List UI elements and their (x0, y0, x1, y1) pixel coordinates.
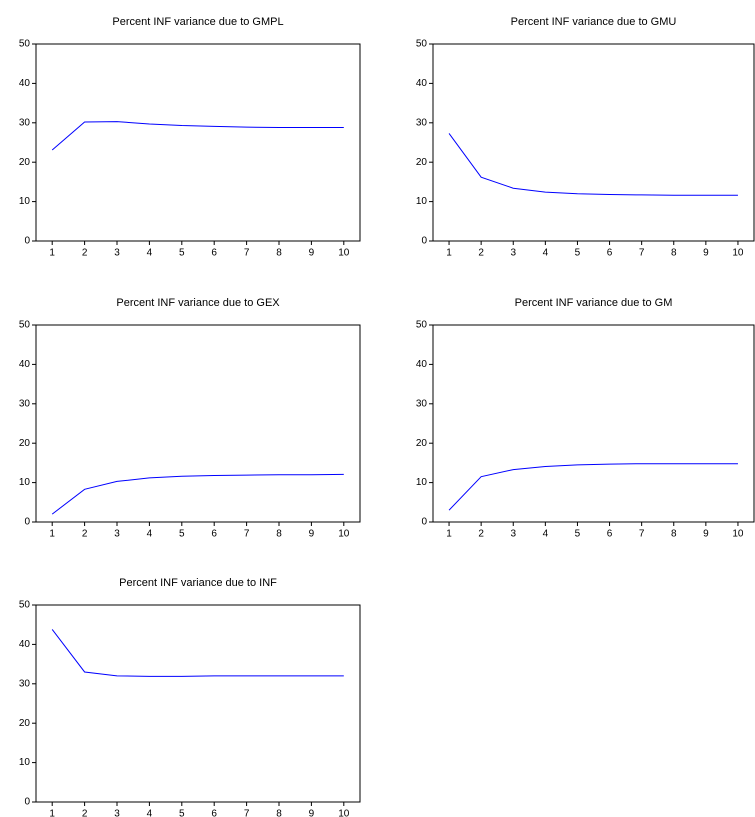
plot-frame (433, 325, 754, 522)
x-tick-label: 3 (114, 529, 120, 540)
x-tick-label: 9 (309, 529, 315, 540)
x-tick-label: 7 (639, 248, 645, 259)
chart-title: Percent INF variance due to GMU (511, 16, 677, 28)
x-tick-label: 2 (478, 529, 484, 540)
y-tick-label: 20 (416, 157, 428, 168)
data-line (449, 133, 738, 195)
y-tick-label: 30 (416, 117, 428, 128)
y-tick-label: 30 (19, 117, 31, 128)
x-tick-label: 5 (575, 248, 581, 259)
y-tick-label: 10 (416, 196, 428, 207)
data-line (52, 122, 344, 150)
x-tick-label: 4 (543, 248, 549, 259)
y-tick-label: 50 (416, 320, 428, 331)
y-tick-label: 0 (24, 797, 30, 808)
y-tick-label: 50 (19, 600, 31, 611)
x-tick-label: 5 (179, 248, 185, 259)
x-tick-label: 10 (732, 248, 744, 259)
y-tick-label: 0 (24, 517, 30, 528)
data-line (52, 474, 344, 514)
x-tick-label: 1 (446, 529, 452, 540)
x-tick-label: 4 (543, 529, 549, 540)
chart-grid: Percent INF variance due to GMPL01020304… (0, 0, 755, 817)
data-line (52, 629, 344, 676)
x-tick-label: 5 (179, 809, 185, 817)
x-tick-label: 2 (82, 529, 88, 540)
chart-title: Percent INF variance due to GM (515, 297, 673, 309)
y-tick-label: 20 (19, 718, 31, 729)
x-tick-label: 7 (244, 529, 250, 540)
x-tick-label: 7 (639, 529, 645, 540)
x-tick-label: 8 (671, 529, 677, 540)
x-tick-label: 10 (338, 248, 350, 259)
x-tick-label: 2 (478, 248, 484, 259)
y-tick-label: 10 (19, 196, 31, 207)
x-tick-label: 3 (510, 529, 516, 540)
x-tick-label: 1 (49, 248, 55, 259)
x-tick-label: 5 (575, 529, 581, 540)
plot-frame (36, 605, 360, 802)
data-line (449, 464, 738, 510)
y-tick-label: 0 (421, 517, 427, 528)
x-tick-label: 9 (703, 248, 709, 259)
x-tick-label: 3 (114, 809, 120, 817)
x-tick-label: 9 (309, 809, 315, 817)
x-tick-label: 1 (446, 248, 452, 259)
x-tick-label: 6 (607, 529, 613, 540)
x-tick-label: 1 (49, 529, 55, 540)
x-tick-label: 6 (211, 809, 217, 817)
x-tick-label: 5 (179, 529, 185, 540)
x-tick-label: 8 (276, 248, 282, 259)
chart-title: Percent INF variance due to GMPL (112, 16, 283, 28)
y-tick-label: 40 (19, 639, 31, 650)
y-tick-label: 20 (19, 438, 31, 449)
x-tick-label: 8 (276, 809, 282, 817)
x-tick-label: 1 (49, 809, 55, 817)
y-tick-label: 10 (416, 477, 428, 488)
chart-title: Percent INF variance due to INF (119, 577, 277, 589)
y-tick-label: 0 (421, 236, 427, 247)
y-tick-label: 10 (19, 757, 31, 768)
y-tick-label: 20 (416, 438, 428, 449)
x-tick-label: 2 (82, 248, 88, 259)
x-tick-label: 8 (276, 529, 282, 540)
x-tick-label: 6 (211, 248, 217, 259)
x-tick-label: 6 (211, 529, 217, 540)
x-tick-label: 2 (82, 809, 88, 817)
plot-frame (433, 44, 754, 241)
chart-title: Percent INF variance due to GEX (116, 297, 280, 309)
y-tick-label: 50 (19, 39, 31, 50)
plot-frame (36, 44, 360, 241)
x-tick-label: 4 (147, 809, 153, 817)
x-tick-label: 10 (732, 529, 744, 540)
y-tick-label: 30 (19, 398, 31, 409)
y-tick-label: 50 (19, 320, 31, 331)
plot-frame (36, 325, 360, 522)
x-tick-label: 6 (607, 248, 613, 259)
y-tick-label: 50 (416, 39, 428, 50)
y-tick-label: 0 (24, 236, 30, 247)
x-tick-label: 7 (244, 248, 250, 259)
y-tick-label: 10 (19, 477, 31, 488)
x-tick-label: 4 (147, 529, 153, 540)
y-tick-label: 30 (19, 678, 31, 689)
x-tick-label: 10 (338, 529, 350, 540)
y-tick-label: 40 (19, 359, 31, 370)
x-tick-label: 8 (671, 248, 677, 259)
y-tick-label: 30 (416, 398, 428, 409)
x-tick-label: 9 (309, 248, 315, 259)
x-tick-label: 4 (147, 248, 153, 259)
x-tick-label: 7 (244, 809, 250, 817)
y-tick-label: 40 (416, 78, 428, 89)
x-tick-label: 10 (338, 809, 350, 817)
x-tick-label: 9 (703, 529, 709, 540)
y-tick-label: 20 (19, 157, 31, 168)
y-tick-label: 40 (19, 78, 31, 89)
x-tick-label: 3 (114, 248, 120, 259)
x-tick-label: 3 (510, 248, 516, 259)
y-tick-label: 40 (416, 359, 428, 370)
